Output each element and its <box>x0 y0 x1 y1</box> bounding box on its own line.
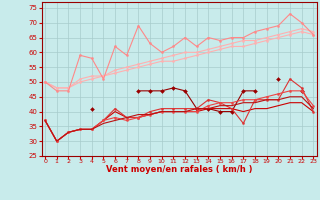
X-axis label: Vent moyen/en rafales ( km/h ): Vent moyen/en rafales ( km/h ) <box>106 165 252 174</box>
